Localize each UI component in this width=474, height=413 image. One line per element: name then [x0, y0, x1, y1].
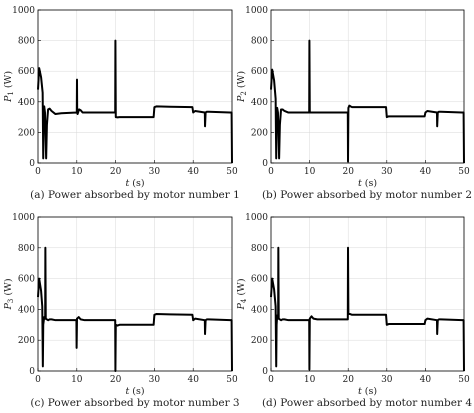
x-axis-label: t (s): [125, 178, 144, 189]
axes-frame: [270, 216, 465, 372]
y-axis-label-unit: (W): [3, 71, 14, 88]
power-series-line: [37, 246, 233, 372]
x-tick-label: 50: [458, 167, 470, 177]
x-tick-label: 50: [458, 375, 470, 385]
panel-caption: (b) Power absorbed by motor number 2: [262, 189, 472, 201]
x-axis-label: t (s): [125, 386, 144, 397]
panel-caption: (c) Power absorbed by motor number 3: [30, 397, 239, 409]
y-axis-label: P4 (W): [236, 278, 248, 310]
y-axis-label-symbol: P: [3, 303, 14, 311]
y-tick-label: 0: [29, 159, 35, 169]
y-tick-label: 1000: [12, 6, 35, 16]
y-tick-label: 1000: [12, 213, 35, 223]
x-tick-label: 0: [35, 375, 41, 385]
y-tick-label: 0: [262, 367, 268, 377]
y-tick-label: 600: [18, 275, 35, 285]
x-tick-label: 20: [342, 167, 354, 177]
x-axis-label: t (s): [358, 178, 377, 189]
panel-motor-4: 0 10 20 30 40 50 0 200 400 600 800 1000 t (s) P4 (W) (d)…: [236, 213, 472, 409]
x-tick-label: 10: [304, 375, 316, 385]
y-axis-label-unit: (W): [236, 278, 247, 295]
x-tick-label: 10: [304, 167, 316, 177]
x-tick-label: 50: [226, 167, 238, 177]
panel-caption: (d) Power absorbed by motor number 4: [262, 397, 472, 409]
y-tick-label: 600: [18, 67, 35, 77]
x-tick-label: 10: [71, 375, 83, 385]
y-tick-label: 600: [251, 275, 268, 285]
y-axis-label: P1 (W): [3, 71, 15, 103]
power-series-line: [270, 39, 465, 164]
y-axis-label-subscript: 4: [240, 298, 248, 303]
x-tick-label: 20: [110, 375, 122, 385]
y-axis-label-subscript: 3: [7, 299, 15, 303]
y-axis-label-subscript: 2: [240, 91, 248, 95]
x-tick-label: 30: [149, 167, 161, 177]
panel-motor-1: 0 10 20 30 40 50 0 200 400 600 800 1000 t (s) P1 (W) (a)…: [3, 6, 240, 201]
y-tick-label: 1000: [245, 6, 268, 16]
x-axis-label: t (s): [358, 386, 377, 397]
axes-frame: [37, 9, 233, 164]
y-tick-label: 800: [251, 244, 268, 254]
x-tick-label: 40: [187, 167, 199, 177]
y-axis-label-symbol: P: [236, 303, 247, 311]
y-tick-label: 200: [251, 128, 268, 138]
y-tick-label: 200: [18, 128, 35, 138]
x-axis-label-symbol: t: [125, 386, 129, 397]
x-axis-label-unit: (s): [365, 386, 377, 397]
x-axis-label-symbol: t: [358, 178, 362, 189]
y-tick-label: 0: [29, 367, 35, 377]
y-axis-label-unit: (W): [236, 71, 247, 88]
power-series-line: [37, 39, 233, 164]
y-axis-label-subscript: 1: [7, 91, 15, 95]
y-tick-label: 1000: [245, 213, 268, 223]
y-tick-label: 800: [18, 37, 35, 47]
y-axis-label-symbol: P: [236, 95, 247, 103]
x-tick-label: 10: [71, 167, 83, 177]
panel-caption: (a) Power absorbed by motor number 1: [30, 189, 240, 201]
x-tick-label: 0: [268, 375, 274, 385]
y-axis-label-symbol: P: [3, 95, 14, 103]
y-tick-label: 200: [251, 336, 268, 346]
x-tick-label: 50: [226, 375, 238, 385]
x-tick-label: 30: [381, 375, 393, 385]
y-tick-label: 600: [251, 67, 268, 77]
x-tick-label: 30: [381, 167, 393, 177]
x-axis-label-symbol: t: [125, 178, 129, 189]
x-axis-label-unit: (s): [132, 386, 144, 397]
x-axis-label-unit: (s): [132, 178, 144, 189]
y-axis-label-unit: (W): [3, 278, 14, 295]
panel-motor-2: 0 10 20 30 40 50 0 200 400 600 800 1000 t (s) P2 (W) (b)…: [236, 6, 472, 201]
x-tick-label: 30: [149, 375, 161, 385]
axes-frame: [37, 216, 233, 372]
power-series-line: [270, 246, 465, 372]
x-axis-label-unit: (s): [365, 178, 377, 189]
y-tick-label: 400: [251, 98, 268, 108]
axes-frame: [270, 9, 465, 164]
panel-motor-3: 0 10 20 30 40 50 0 200 400 600 800 1000 t (s) P3 (W) (c)…: [3, 213, 240, 409]
y-tick-label: 400: [18, 305, 35, 315]
y-tick-label: 400: [251, 305, 268, 315]
y-tick-label: 200: [18, 336, 35, 346]
x-tick-label: 0: [268, 167, 274, 177]
x-tick-label: 20: [110, 167, 122, 177]
x-tick-label: 40: [420, 167, 432, 177]
y-tick-label: 400: [18, 98, 35, 108]
x-tick-label: 20: [342, 375, 354, 385]
x-axis-label-symbol: t: [358, 386, 362, 397]
x-tick-label: 0: [35, 167, 41, 177]
x-tick-label: 40: [187, 375, 199, 385]
y-tick-label: 800: [251, 37, 268, 47]
y-tick-label: 800: [18, 244, 35, 254]
x-tick-label: 40: [420, 375, 432, 385]
y-axis-label: P3 (W): [3, 278, 15, 310]
y-tick-label: 0: [262, 159, 268, 169]
y-axis-label: P2 (W): [236, 71, 248, 103]
